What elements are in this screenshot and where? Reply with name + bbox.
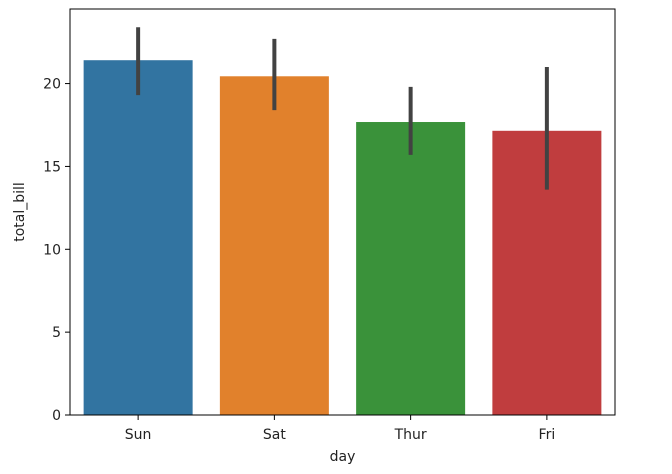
y-tick-label: 10 bbox=[43, 242, 61, 258]
bar-thur bbox=[356, 122, 466, 415]
y-axis-ticks: 0 5 10 15 20 bbox=[43, 77, 70, 424]
y-tick-label: 5 bbox=[52, 325, 61, 341]
x-tick-label: Sat bbox=[263, 427, 286, 443]
x-tick-label: Thur bbox=[394, 427, 427, 443]
x-axis-label: day bbox=[330, 449, 356, 465]
x-tick-label: Sun bbox=[125, 427, 152, 443]
axes-frame bbox=[69, 8, 616, 416]
bars-layer bbox=[83, 60, 602, 416]
y-axis-label: total_bill bbox=[12, 182, 28, 242]
y-tick-label: 15 bbox=[43, 159, 61, 175]
bar-sat bbox=[219, 76, 329, 415]
x-tick-label: Fri bbox=[539, 427, 556, 443]
bar-sun bbox=[83, 60, 193, 415]
error-bars-layer bbox=[136, 27, 549, 190]
y-tick-label: 20 bbox=[43, 77, 61, 93]
x-axis-ticks: Sun Sat Thur Fri bbox=[125, 415, 555, 443]
y-tick-label: 0 bbox=[52, 408, 61, 424]
